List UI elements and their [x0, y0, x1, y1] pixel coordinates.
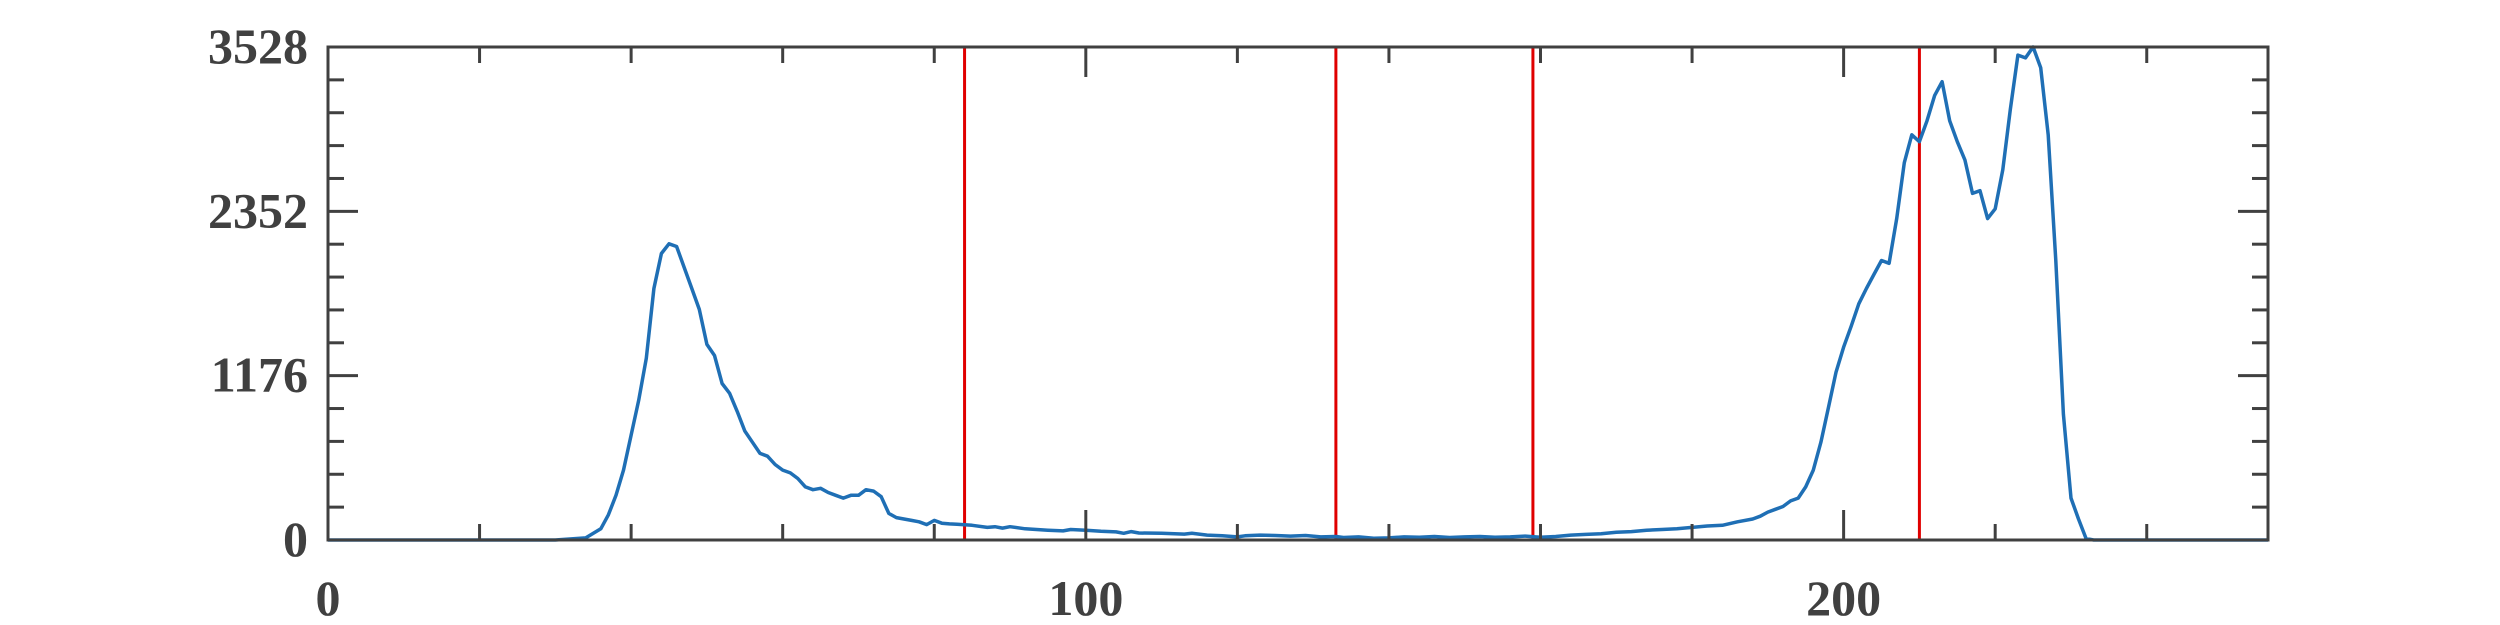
y-tick-label-1176: 1176 [211, 347, 308, 403]
vertical-lines-group [326, 47, 1921, 540]
x-tick-label-200: 200 [1806, 570, 1881, 625]
y-tick-labels: 0 1176 2352 3528 [208, 18, 308, 567]
axes-group [326, 45, 2270, 542]
y-tick-label-0: 0 [283, 511, 308, 567]
y-tick-label-2352: 2352 [208, 182, 308, 238]
x-tick-label-100: 100 [1048, 570, 1123, 625]
series-line-0 [328, 45, 2268, 542]
y-tick-label-3528: 3528 [208, 18, 308, 74]
x-tick-labels: 0 100 200 [316, 570, 1882, 625]
series-group [328, 45, 2268, 542]
plot-frame [326, 45, 2270, 542]
x-tick-label-0: 0 [316, 570, 341, 625]
